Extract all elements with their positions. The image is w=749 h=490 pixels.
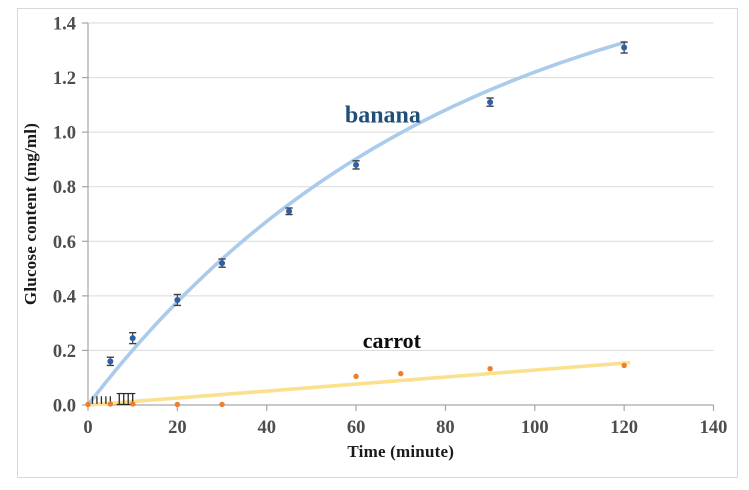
carrot-data-point (621, 362, 627, 369)
x-tick-label: 140 (700, 418, 728, 438)
y-tick-label: 1.2 (53, 69, 76, 89)
y-tick-label: 0.8 (53, 178, 76, 198)
y-tick-label: 0.2 (53, 342, 76, 362)
banana-data-point (621, 44, 628, 51)
carrot-data-point (353, 373, 359, 380)
banana-data-point (174, 296, 181, 303)
banana-data-point (353, 161, 360, 168)
y-axis-title: Glucose content (mg/ml) (21, 122, 40, 306)
carrot-data-point (219, 401, 225, 408)
y-tick-label: 1.4 (53, 15, 76, 35)
carrot-trendline (86, 360, 631, 407)
banana-data-point (487, 99, 494, 106)
series-label-banana: banana (344, 102, 421, 129)
x-tick-label: 100 (521, 418, 549, 438)
carrot-data-point (487, 366, 493, 372)
x-axis-title: Time (minute) (347, 442, 455, 461)
carrot-data-point (107, 401, 114, 407)
carrot-data-point (129, 401, 136, 407)
y-tick-label: 0.4 (53, 287, 76, 307)
x-tick-label: 60 (347, 418, 366, 438)
banana-data-point (219, 260, 226, 267)
y-tick-label: 0.0 (53, 397, 76, 417)
y-tick-label: 1.0 (53, 124, 76, 144)
carrot-data-point (174, 401, 181, 408)
x-tick-label: 0 (83, 418, 92, 438)
banana-data-point (107, 358, 114, 365)
x-tick-label: 80 (436, 418, 455, 438)
y-tick-label: 0.6 (53, 233, 76, 253)
banana-data-point (129, 335, 136, 342)
x-tick-label: 120 (610, 418, 638, 438)
banana-data-point (286, 208, 293, 215)
x-tick-label: 40 (257, 418, 276, 438)
carrot-data-point (85, 401, 91, 408)
x-tick-label: 20 (168, 418, 187, 438)
carrot-data-point (398, 370, 404, 377)
series-label-carrot: carrot (362, 327, 421, 353)
